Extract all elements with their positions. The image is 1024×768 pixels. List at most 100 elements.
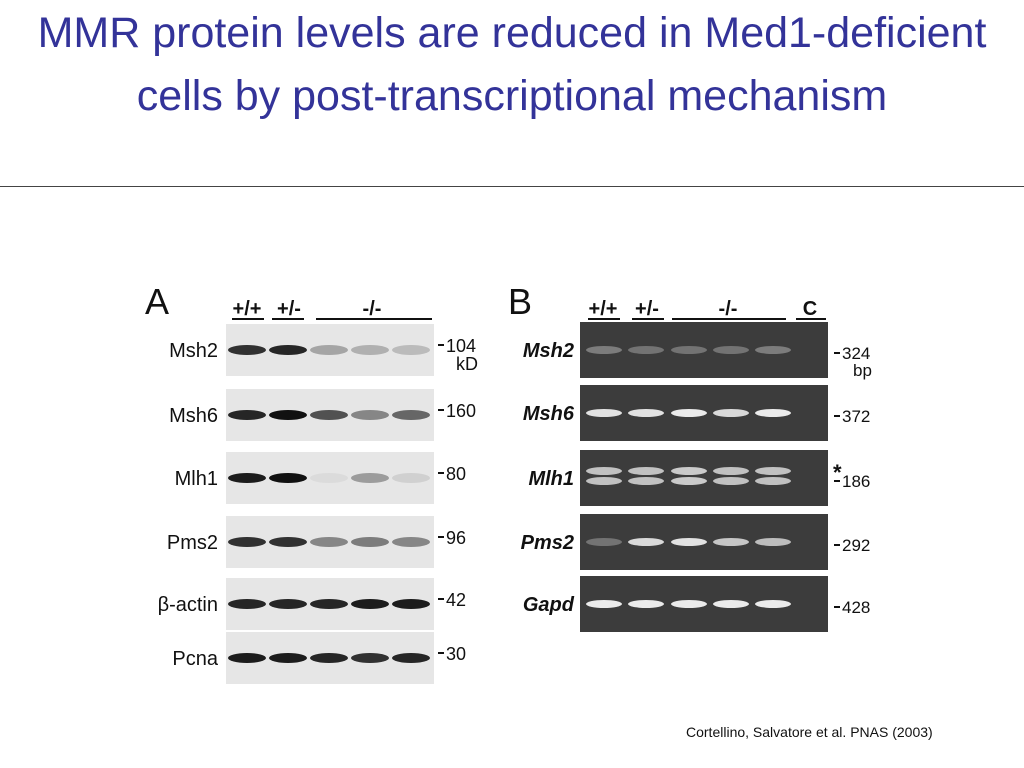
marker-size: 96 [446, 528, 466, 548]
band [628, 600, 664, 608]
marker-note: * [833, 460, 842, 485]
band [269, 653, 307, 663]
band [392, 345, 430, 355]
band [351, 410, 389, 420]
lane-label: +/+ [233, 298, 262, 320]
band [671, 600, 707, 608]
row-label: Gapd [523, 594, 575, 616]
band [310, 473, 348, 483]
row-label: Pms2 [521, 532, 574, 554]
row-label: Mlh1 [175, 468, 218, 490]
band [755, 538, 791, 546]
band [269, 537, 307, 547]
band [586, 538, 622, 546]
panel-label: B [508, 281, 532, 322]
band [351, 345, 389, 355]
gel [580, 450, 828, 506]
band [269, 345, 307, 355]
band [713, 346, 749, 354]
band [228, 410, 266, 420]
band [392, 410, 430, 420]
marker-size: 324 [842, 344, 870, 363]
band [755, 346, 791, 354]
marker-size: 104 [446, 336, 476, 356]
band [228, 473, 266, 483]
band [228, 599, 266, 609]
panel-label: A [145, 281, 169, 322]
band [586, 600, 622, 608]
band [586, 409, 622, 417]
band [671, 346, 707, 354]
marker-size: 160 [446, 401, 476, 421]
band [269, 599, 307, 609]
row-label: Msh2 [169, 340, 218, 362]
row-label: Pms2 [167, 532, 218, 554]
band [269, 410, 307, 420]
lane-label: +/- [277, 298, 301, 320]
lane-label: C [803, 298, 817, 320]
lane-label: +/- [635, 298, 659, 320]
band [310, 345, 348, 355]
band [628, 538, 664, 546]
marker-size: 30 [446, 644, 466, 664]
band [586, 477, 622, 485]
band [310, 410, 348, 420]
marker-size: 42 [446, 590, 466, 610]
lane-label: +/+ [589, 298, 618, 320]
row-label: Pcna [172, 648, 218, 670]
row-label: β-actin [158, 594, 218, 616]
band [228, 537, 266, 547]
band [228, 653, 266, 663]
band [228, 345, 266, 355]
lane-label: -/- [719, 298, 738, 320]
marker-size: 372 [842, 407, 870, 426]
marker-size: 186 [842, 472, 870, 491]
marker-unit: kD [456, 354, 478, 374]
band [392, 473, 430, 483]
band [351, 473, 389, 483]
band [628, 467, 664, 475]
band [713, 409, 749, 417]
band [586, 346, 622, 354]
band [713, 477, 749, 485]
marker-size: 80 [446, 464, 466, 484]
band [310, 653, 348, 663]
lane-label: -/- [363, 298, 382, 320]
band [713, 467, 749, 475]
gel [580, 322, 828, 378]
band [351, 599, 389, 609]
band [671, 477, 707, 485]
band [310, 599, 348, 609]
band [351, 653, 389, 663]
band [713, 600, 749, 608]
marker-unit: bp [853, 361, 872, 380]
band [392, 599, 430, 609]
band [713, 538, 749, 546]
marker-size: 292 [842, 536, 870, 555]
citation: Cortellino, Salvatore et al. PNAS (2003) [686, 724, 933, 740]
row-label: Mlh1 [528, 468, 574, 490]
band [755, 477, 791, 485]
band [755, 467, 791, 475]
band [392, 653, 430, 663]
row-label: Msh6 [523, 403, 575, 425]
band [351, 537, 389, 547]
row-label: Msh6 [169, 405, 218, 427]
slide-title: MMR protein levels are reduced in Med1-d… [37, 9, 987, 120]
band [671, 409, 707, 417]
band [269, 473, 307, 483]
band [671, 538, 707, 546]
marker-size: 428 [842, 598, 870, 617]
band [755, 600, 791, 608]
band [586, 467, 622, 475]
band [628, 409, 664, 417]
band [671, 467, 707, 475]
band [628, 346, 664, 354]
band [755, 409, 791, 417]
title-rule [0, 186, 1024, 187]
band [392, 537, 430, 547]
row-label: Msh2 [523, 340, 574, 362]
band [628, 477, 664, 485]
